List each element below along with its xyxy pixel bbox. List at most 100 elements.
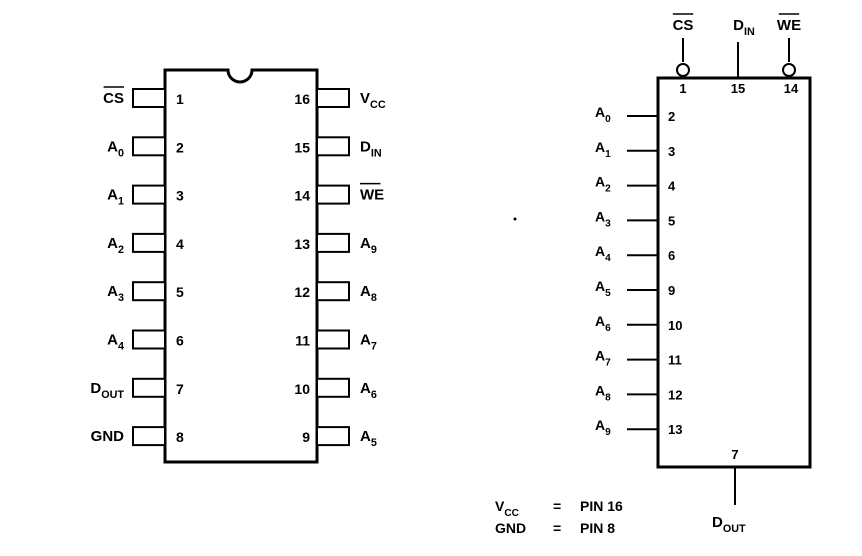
logic-address-pin-12: 12 A8 [595, 382, 682, 403]
pin-number: 15 [731, 81, 745, 96]
signal-name: A [360, 283, 371, 300]
pin-label: CS [103, 86, 124, 107]
pin-lead [316, 136, 350, 157]
pin-label: DOUT [712, 514, 746, 535]
logic-address-pin-9: 9 A5 [595, 278, 675, 299]
signal-subscript: 4 [118, 341, 124, 353]
pin-number: 8 [176, 429, 184, 445]
svg-text:WE: WE [360, 187, 384, 204]
pin-label: A4 [595, 243, 611, 264]
signal-subscript: 6 [605, 323, 611, 334]
pin-lead [132, 136, 166, 157]
pin-number: 10 [294, 381, 310, 397]
signal-subscript: 7 [371, 341, 377, 353]
svg-text:A7: A7 [360, 332, 377, 353]
pin-number: 9 [302, 429, 310, 445]
signal-subscript: 8 [371, 292, 377, 304]
svg-text:A5: A5 [595, 278, 611, 299]
equals-sign: = [553, 520, 561, 536]
pin-number: 5 [176, 284, 184, 300]
svg-text:A9: A9 [360, 235, 377, 256]
dip-package-body [163, 68, 319, 464]
dip-pin-2: 2 A0 [107, 136, 184, 159]
pin-label: A1 [107, 187, 124, 208]
signal-name: A [595, 348, 605, 364]
pin-number: 4 [176, 236, 184, 252]
pin-label: A6 [595, 313, 611, 334]
dip-pin-1: 1 CS [103, 86, 184, 108]
logic-address-pin-4: 4 A2 [595, 174, 676, 195]
pin-number: 7 [731, 447, 738, 462]
pin-label: A9 [595, 417, 611, 438]
signal-name: A [595, 208, 605, 224]
signal-subscript: 2 [118, 244, 124, 256]
svg-text:A7: A7 [595, 348, 611, 369]
dip-pin-3: 3 A1 [107, 184, 184, 208]
signal-name: D [360, 138, 371, 155]
power-note-row: VCC = PIN 16 [495, 498, 623, 519]
svg-text:VCC: VCC [360, 90, 386, 111]
equals-sign: = [553, 498, 561, 514]
svg-text:GND: GND [91, 428, 125, 445]
pin-number: 6 [176, 333, 184, 349]
pin-lead [316, 426, 350, 447]
pin-lead [132, 184, 166, 205]
pin-label: A1 [595, 139, 611, 160]
pin-number: 14 [294, 188, 310, 204]
signal-subscript: 5 [371, 437, 377, 449]
pin-label: A0 [595, 104, 611, 125]
signal-name: A [107, 332, 118, 349]
pin-lead [316, 232, 350, 253]
pin-label: A2 [107, 235, 124, 256]
svg-text:A4: A4 [595, 243, 611, 264]
pin-label: A7 [595, 348, 611, 369]
signal-name: A [107, 187, 118, 204]
svg-text:GND: GND [495, 520, 526, 536]
logic-address-pin-6: 6 A4 [595, 243, 675, 264]
signal-name: A [107, 283, 118, 300]
pin-label: A3 [107, 283, 124, 304]
pin-label: A3 [595, 208, 611, 229]
signal-subscript: CC [370, 99, 386, 111]
svg-text:A9: A9 [595, 417, 611, 438]
signal-name: GND [495, 520, 526, 536]
signal-name: A [595, 104, 605, 120]
svg-text:DIN: DIN [360, 138, 382, 159]
signal-subscript: 3 [605, 218, 611, 229]
signal-name: A [595, 174, 605, 190]
svg-text:A5: A5 [360, 428, 377, 449]
signal-subscript: OUT [101, 389, 124, 401]
signal-name: V [495, 498, 505, 514]
dip-pin-8: 8 GND [91, 426, 184, 447]
dip-pin-15: 15 DIN [294, 136, 382, 159]
pin-label: A8 [360, 283, 377, 304]
dip-pin-16: 16 VCC [294, 88, 386, 111]
svg-text:A8: A8 [360, 283, 377, 304]
signal-name: A [595, 243, 605, 259]
logic-top-pin-14: 14 WE [777, 13, 801, 96]
pin-number: 3 [668, 144, 675, 159]
pin-label: DOUT [90, 380, 124, 401]
signal-subscript: IN [371, 147, 382, 159]
pin-label: A8 [595, 382, 611, 403]
signal-subscript: OUT [723, 523, 746, 535]
pin-number: 7 [176, 381, 184, 397]
svg-text:A8: A8 [595, 382, 611, 403]
pin-lead [132, 281, 166, 302]
pin-lead [132, 329, 166, 350]
pin-number: 12 [668, 387, 682, 402]
signal-name: D [733, 17, 744, 34]
signal-name: A [360, 235, 371, 252]
pin-lead [316, 88, 350, 108]
svg-text:CS: CS [673, 17, 694, 34]
logic-address-pin-5: 5 A3 [595, 208, 675, 229]
logic-top-pin-1: 1 CS [673, 13, 694, 96]
pin-label: A7 [360, 332, 377, 353]
signal-name: A [595, 382, 605, 398]
logic-output-pin-7: 7 DOUT [712, 447, 746, 535]
dip-pin-6: 6 A4 [107, 329, 184, 353]
signal-subscript: 7 [605, 358, 611, 369]
svg-text:A1: A1 [595, 139, 611, 160]
